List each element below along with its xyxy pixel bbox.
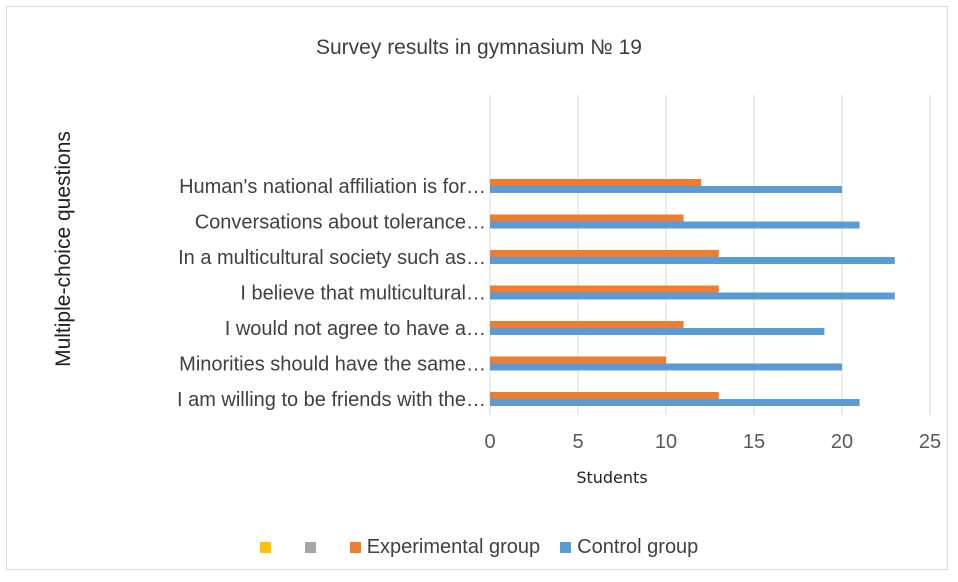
legend-label: Control group — [577, 536, 699, 558]
y-category-label: Conversations about tolerance… — [195, 212, 486, 234]
y-category-label: I believe that multicultural… — [240, 283, 486, 305]
legend-swatch — [560, 542, 572, 553]
chart-area — [6, 6, 948, 570]
y-category-label: Minorities should have the same… — [179, 354, 486, 376]
y-category-label: In a multicultural society such as… — [178, 247, 486, 269]
y-category-label: Human's national affiliation is for… — [179, 176, 486, 198]
legend-swatch — [304, 542, 316, 553]
bar-experimental-group — [490, 321, 684, 328]
legend-item: Experimental group — [349, 536, 541, 559]
bar-control-group — [490, 221, 860, 229]
chart-title: Survey results in gymnasium № 19 — [316, 36, 642, 59]
bar-experimental-group — [490, 250, 719, 257]
bar-experimental-group — [490, 392, 719, 399]
legend-swatch — [349, 542, 361, 553]
legend-item — [304, 542, 322, 553]
bar-control-group — [490, 328, 825, 335]
bar-experimental-group — [490, 179, 702, 186]
x-tick-label: 10 — [655, 431, 677, 453]
bar-control-group — [490, 257, 895, 264]
x-tick-label: 20 — [831, 431, 853, 453]
bar-experimental-group — [490, 285, 719, 293]
x-tick-label: 25 — [919, 431, 941, 453]
bar-experimental-group — [490, 214, 684, 222]
x-axis-title: Students — [576, 468, 648, 487]
y-category-label: I would not agree to have a… — [225, 318, 486, 340]
bar-control-group — [490, 363, 842, 371]
bar-control-group — [490, 399, 860, 406]
legend-item — [259, 542, 277, 553]
legend-label: Experimental group — [366, 536, 541, 558]
bar-experimental-group — [490, 356, 666, 364]
legend-swatch — [259, 542, 271, 553]
bar-control-group — [490, 186, 842, 193]
x-tick-label: 0 — [484, 431, 495, 453]
bar-control-group — [490, 292, 895, 300]
legend-item: Control group — [560, 536, 698, 559]
x-tick-label: 15 — [743, 431, 765, 453]
y-category-label: I am willing to be friends with the… — [177, 389, 486, 411]
legend: Experimental group Control group — [0, 536, 958, 559]
x-tick-label: 5 — [572, 431, 583, 453]
